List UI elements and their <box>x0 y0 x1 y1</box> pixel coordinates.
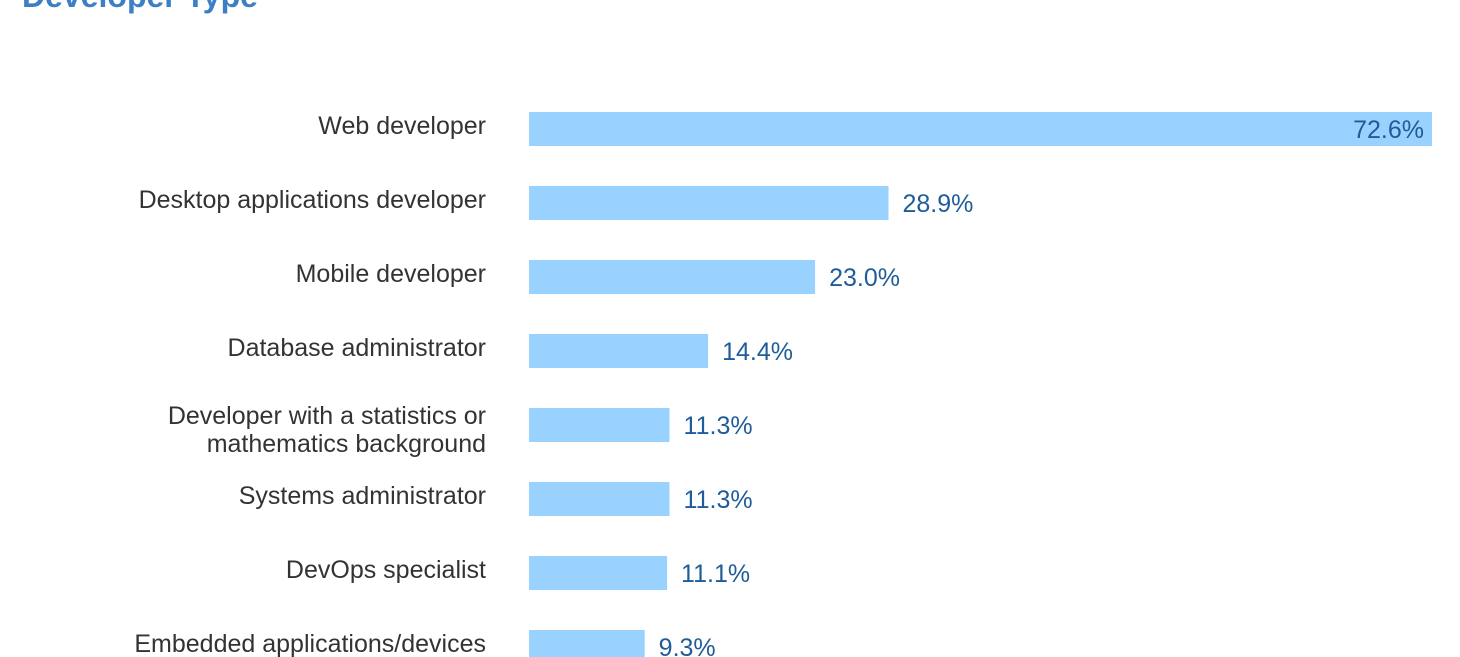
category-label: Systems administrator <box>239 482 486 510</box>
value-label: 14.4% <box>722 338 793 366</box>
bar <box>529 556 668 590</box>
value-label: 11.1% <box>681 560 750 588</box>
bar <box>529 186 889 220</box>
bar <box>529 112 1432 146</box>
category-label: Web developer <box>318 112 486 140</box>
category-label: Developer with a statistics or <box>168 402 486 430</box>
category-label: Desktop applications developer <box>139 186 486 214</box>
bar <box>529 334 709 368</box>
bar <box>529 408 670 442</box>
value-label: 23.0% <box>829 264 900 292</box>
bar <box>529 630 645 657</box>
chart-title: Developer Type <box>22 0 258 15</box>
bar <box>529 482 670 516</box>
value-label: 11.3% <box>684 412 753 440</box>
value-label: 9.3% <box>659 634 716 657</box>
value-label: 11.3% <box>684 486 753 514</box>
category-label: Database administrator <box>228 334 486 362</box>
category-label: DevOps specialist <box>286 556 486 584</box>
value-label: 72.6% <box>1353 116 1424 144</box>
category-label: Embedded applications/devices <box>134 630 486 657</box>
bar <box>529 260 816 294</box>
category-label: mathematics background <box>207 430 486 458</box>
category-label: Mobile developer <box>296 260 486 288</box>
value-label: 28.9% <box>902 190 973 218</box>
